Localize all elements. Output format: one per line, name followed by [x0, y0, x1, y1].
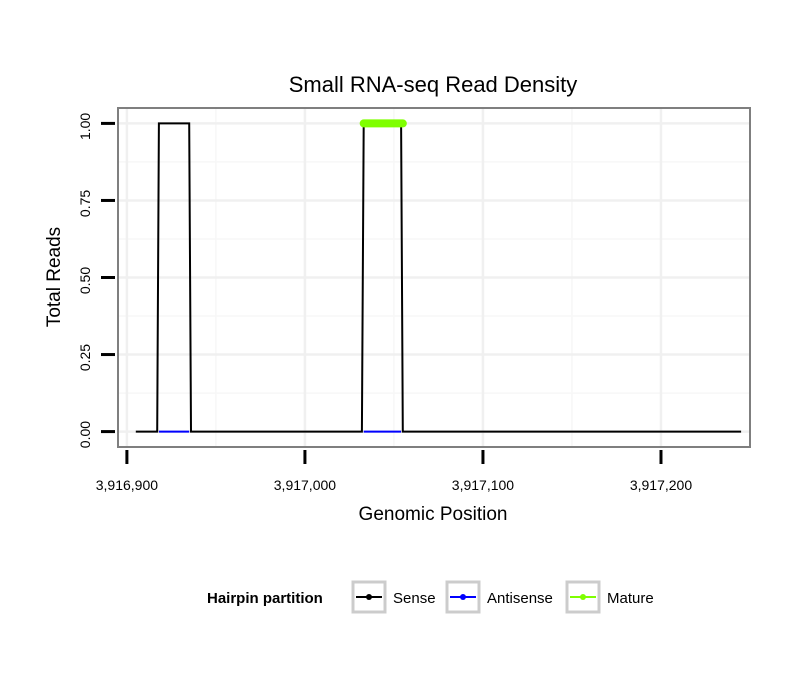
legend-label-antisense: Antisense — [487, 590, 553, 607]
legend-label-sense: Sense — [393, 590, 436, 607]
y-axis-title: Total Reads — [44, 227, 65, 327]
x-tick-label: 3,917,000 — [274, 477, 336, 493]
y-tick-label: 0.00 — [77, 421, 93, 448]
legend-label-mature: Mature — [607, 590, 654, 607]
x-tick-label: 3,917,100 — [452, 477, 514, 493]
legend-title: Hairpin partition — [207, 590, 323, 607]
axes: 3,916,900 3,917,000 3,917,100 3,917,200 0.00… — [77, 113, 692, 493]
x-tick-label: 3,916,900 — [96, 477, 158, 493]
legend-key-mature-dot — [580, 594, 586, 600]
y-tick-label: 0.75 — [77, 190, 93, 217]
legend-key-sense-dot — [366, 594, 372, 600]
x-axis-title: Genomic Position — [359, 504, 508, 525]
y-tick-label: 0.50 — [77, 267, 93, 294]
y-tick-label: 1.00 — [77, 113, 93, 140]
plot-border — [117, 107, 751, 448]
series-sense-line — [135, 122, 742, 433]
y-tick-label: 0.25 — [77, 344, 93, 371]
plot-area — [117, 107, 751, 448]
chart-title: Small RNA-seq Read Density — [289, 72, 578, 97]
legend-key-antisense-dot — [460, 594, 466, 600]
legend: Hairpin partition Sense Antisense Mature — [207, 580, 654, 614]
x-tick-label: 3,917,200 — [630, 477, 692, 493]
